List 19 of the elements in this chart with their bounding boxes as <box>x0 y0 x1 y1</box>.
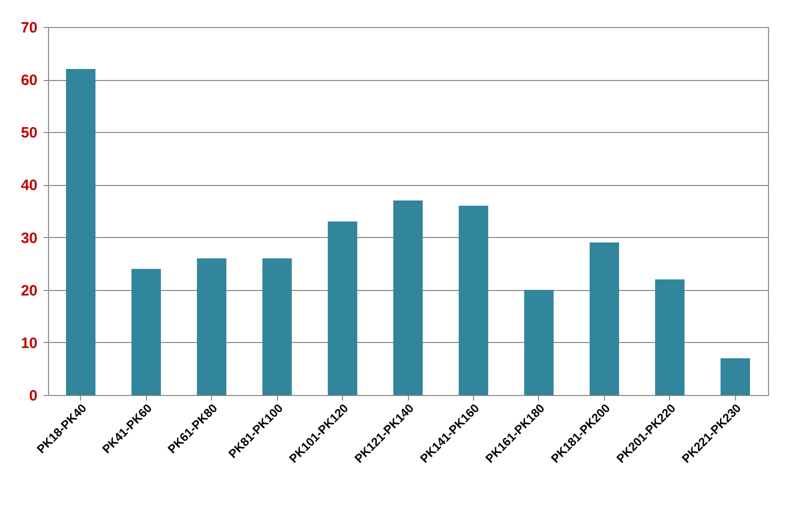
y-tick-label: 60 <box>20 72 38 90</box>
bar <box>590 242 620 395</box>
bar <box>720 358 750 395</box>
bar <box>524 290 554 395</box>
bar <box>66 69 96 395</box>
y-tick-label: 70 <box>20 20 38 36</box>
bar <box>196 258 226 395</box>
bar <box>393 200 423 395</box>
y-tick-label: 10 <box>20 334 38 352</box>
y-tick-label: 30 <box>20 230 38 247</box>
y-tick-label: 20 <box>20 282 38 300</box>
bar <box>458 206 488 395</box>
y-tick-label: 40 <box>20 177 38 194</box>
y-tick-label: 50 <box>20 124 38 142</box>
y-tick-label: 0 <box>29 388 38 404</box>
bar <box>655 279 685 395</box>
bar <box>131 268 161 395</box>
bar <box>262 258 292 395</box>
bar <box>328 222 358 395</box>
